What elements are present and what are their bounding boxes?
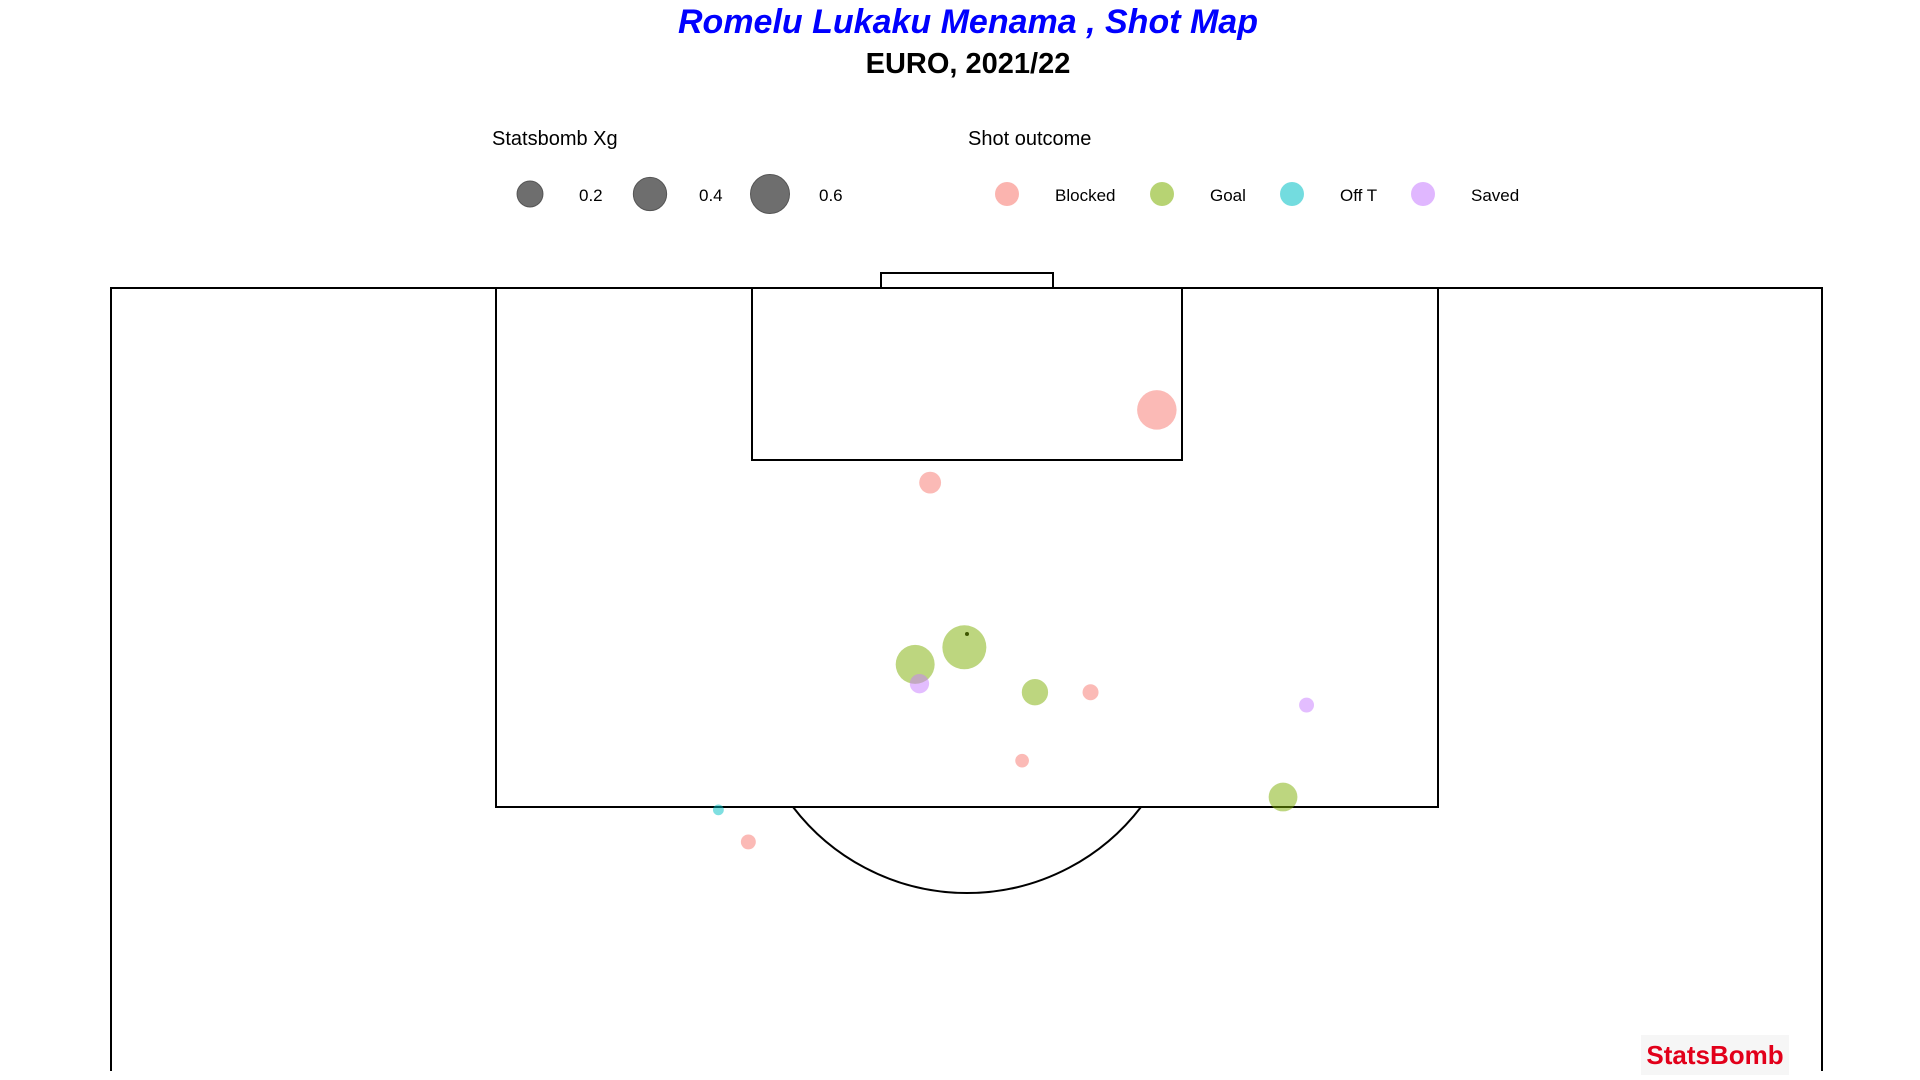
goal <box>880 272 1054 289</box>
six-yard-box <box>751 287 1183 461</box>
shot-outcome-legend: Shot outcome Blocked Goal Off T Saved <box>968 128 1519 206</box>
shot-point <box>1268 782 1298 812</box>
xg-size-legend: Statsbomb Xg 0.2 0.4 0.6 <box>492 128 843 214</box>
outcome-legend-swatch <box>1150 182 1174 206</box>
penalty-area <box>495 287 1439 808</box>
pitch-boundary <box>110 287 1823 1071</box>
shot-point <box>1082 684 1099 701</box>
outcome-legend-label: Blocked <box>1055 186 1115 205</box>
shot-point <box>1299 697 1315 713</box>
xg-legend-label: 0.4 <box>699 186 723 205</box>
outcome-legend-label: Goal <box>1210 186 1246 205</box>
xg-legend-circle <box>632 176 668 212</box>
outcome-legend-label: Saved <box>1471 186 1519 205</box>
xg-legend-circle <box>516 180 544 208</box>
outcome-legend-label: Off T <box>1340 186 1377 205</box>
logo-text: StatsBomb <box>1646 1040 1783 1070</box>
logo-background <box>1641 1035 1789 1075</box>
outcome-legend-swatch <box>1280 182 1304 206</box>
xg-legend-label: 0.2 <box>579 186 603 205</box>
xg-legend-circle <box>750 174 790 214</box>
penalty-arc <box>792 806 1142 894</box>
shot-point <box>942 625 987 670</box>
shot-point <box>740 834 756 850</box>
xg-legend-title: Statsbomb Xg <box>492 128 618 150</box>
shot-point <box>1015 753 1029 768</box>
shot-point <box>1021 679 1049 706</box>
shot-point <box>895 644 935 684</box>
shot-point <box>909 674 930 694</box>
chart-subtitle: EURO, 2021/22 <box>866 48 1071 80</box>
outcome-legend-swatch <box>1411 182 1435 206</box>
outcome-legend-swatch <box>995 182 1019 206</box>
xg-legend-label: 0.6 <box>819 186 843 205</box>
shot-point <box>712 804 724 816</box>
football-pitch <box>110 272 1823 1071</box>
shot-point <box>1137 390 1177 430</box>
shots-layer <box>712 390 1315 850</box>
chart-title: Romelu Lukaku Menama , Shot Map <box>678 3 1258 41</box>
shot-point <box>919 471 942 494</box>
shot-outcome-legend-title: Shot outcome <box>968 128 1091 150</box>
statsbomb-logo: StatsBomb <box>1641 1035 1789 1075</box>
